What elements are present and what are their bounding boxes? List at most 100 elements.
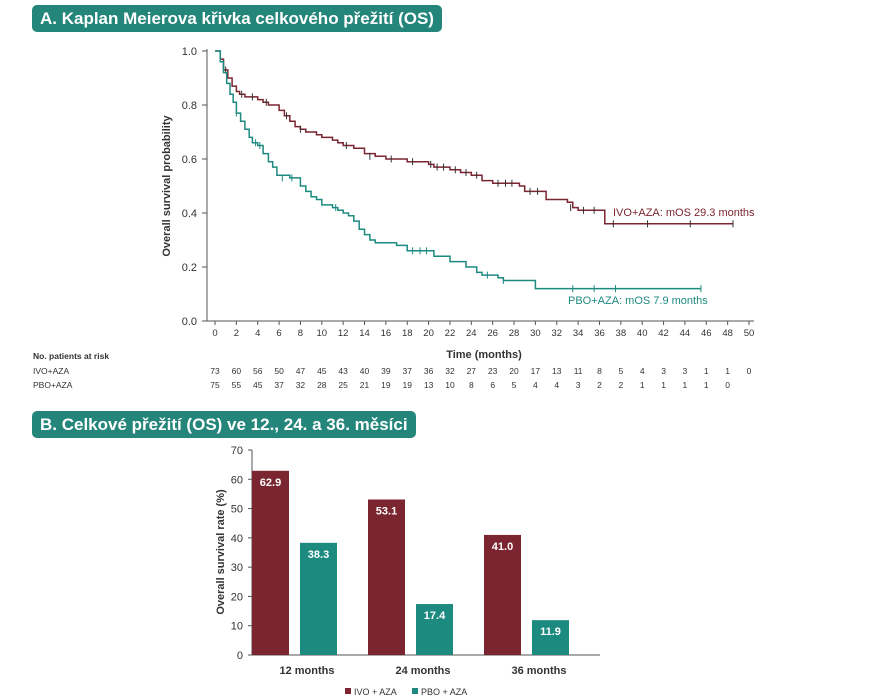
y-tick-label: 10 bbox=[231, 621, 243, 633]
panel-b-title: B. Celkové přežití (OS) ve 12., 24. a 36… bbox=[32, 411, 416, 438]
y-tick-label: 0 bbox=[237, 650, 243, 662]
x-tick-label: 40 bbox=[637, 328, 648, 339]
legend-label-pbo: PBO + AZA bbox=[421, 687, 467, 697]
pbo-bar bbox=[532, 620, 569, 655]
at-risk-count: 28 bbox=[317, 380, 327, 390]
y-tick-label: 0.0 bbox=[182, 316, 197, 328]
at-risk-row-label: PBO+AZA bbox=[33, 380, 73, 390]
at-risk-count: 8 bbox=[469, 380, 474, 390]
category-label: 24 months bbox=[395, 665, 450, 677]
at-risk-count: 2 bbox=[597, 380, 602, 390]
at-risk-count: 1 bbox=[640, 380, 645, 390]
x-tick-label: 26 bbox=[487, 328, 498, 339]
at-risk-count: 23 bbox=[488, 366, 498, 376]
x-tick-label: 22 bbox=[445, 328, 456, 339]
at-risk-count: 45 bbox=[317, 366, 327, 376]
x-tick-label: 4 bbox=[255, 328, 260, 339]
at-risk-count: 1 bbox=[661, 380, 666, 390]
y-tick-label: 60 bbox=[231, 474, 243, 486]
at-risk-count: 17 bbox=[531, 366, 541, 376]
at-risk-count: 0 bbox=[725, 380, 730, 390]
x-tick-label: 50 bbox=[744, 328, 755, 339]
y-axis-label: Overall survival probability bbox=[161, 115, 173, 257]
pbo-bar bbox=[300, 542, 337, 655]
at-risk-count: 37 bbox=[403, 366, 413, 376]
x-tick-label: 10 bbox=[317, 328, 328, 339]
at-risk-count: 4 bbox=[533, 380, 538, 390]
at-risk-count: 36 bbox=[424, 366, 434, 376]
at-risk-count: 6 bbox=[490, 380, 495, 390]
panel-a-title: A. Kaplan Meierova křivka celkového přež… bbox=[32, 5, 442, 32]
ivo-bar bbox=[252, 470, 289, 655]
at-risk-count: 47 bbox=[296, 366, 306, 376]
at-risk-count: 1 bbox=[683, 380, 688, 390]
at-risk-count: 3 bbox=[683, 366, 688, 376]
at-risk-count: 19 bbox=[403, 380, 413, 390]
at-risk-count: 11 bbox=[574, 366, 583, 376]
x-tick-label: 32 bbox=[551, 328, 562, 339]
at-risk-count: 60 bbox=[232, 366, 242, 376]
at-risk-count: 1 bbox=[704, 380, 709, 390]
at-risk-count: 13 bbox=[552, 366, 562, 376]
legend-label-ivo: IVO + AZA bbox=[354, 687, 397, 697]
x-tick-label: 38 bbox=[616, 328, 627, 339]
at-risk-count: 32 bbox=[445, 366, 455, 376]
at-risk-count: 19 bbox=[381, 380, 391, 390]
x-tick-label: 18 bbox=[402, 328, 413, 339]
at-risk-count: 75 bbox=[210, 380, 220, 390]
x-axis-label: Time (months) bbox=[446, 349, 522, 361]
y-tick-label: 0.2 bbox=[182, 262, 197, 274]
x-tick-label: 6 bbox=[276, 328, 281, 339]
ivo-survival-curve bbox=[215, 50, 733, 225]
ivo-bar-value-label: 62.9 bbox=[260, 477, 281, 489]
at-risk-row-label: IVO+AZA bbox=[33, 366, 69, 376]
at-risk-count: 1 bbox=[704, 366, 709, 376]
at-risk-count: 13 bbox=[424, 380, 434, 390]
y-tick-label: 30 bbox=[231, 562, 243, 574]
at-risk-count: 3 bbox=[661, 366, 666, 376]
at-risk-count: 10 bbox=[445, 380, 455, 390]
ivo-curve-label: IVO+AZA: mOS 29.3 months bbox=[613, 207, 755, 219]
category-label: 12 months bbox=[279, 665, 334, 677]
at-risk-count: 32 bbox=[296, 380, 306, 390]
at-risk-count: 73 bbox=[210, 366, 220, 376]
legend-swatch-pbo bbox=[412, 688, 418, 694]
at-risk-count: 2 bbox=[618, 380, 623, 390]
at-risk-count: 0 bbox=[747, 366, 752, 376]
ivo-bar-value-label: 41.0 bbox=[492, 541, 513, 553]
x-tick-label: 42 bbox=[658, 328, 669, 339]
x-tick-label: 24 bbox=[466, 328, 477, 339]
at-risk-count: 37 bbox=[274, 380, 284, 390]
x-tick-label: 46 bbox=[701, 328, 712, 339]
at-risk-title: No. patients at risk bbox=[33, 351, 109, 361]
x-tick-label: 48 bbox=[722, 328, 733, 339]
at-risk-count: 4 bbox=[554, 380, 559, 390]
at-risk-count: 5 bbox=[618, 366, 623, 376]
x-tick-label: 16 bbox=[381, 328, 392, 339]
at-risk-count: 40 bbox=[360, 366, 370, 376]
y-tick-label: 70 bbox=[231, 445, 243, 457]
y-tick-label: 0.4 bbox=[182, 208, 197, 220]
x-tick-label: 0 bbox=[212, 328, 217, 339]
at-risk-count: 56 bbox=[253, 366, 263, 376]
x-tick-label: 12 bbox=[338, 328, 349, 339]
x-tick-label: 28 bbox=[509, 328, 520, 339]
at-risk-count: 43 bbox=[338, 366, 348, 376]
pbo-bar-value-label: 11.9 bbox=[540, 626, 561, 638]
kaplan-meier-chart: 0.00.20.40.60.81.00 2 4 6 8 10 12 14 16 18 20 22 24 2… bbox=[33, 46, 755, 390]
y-tick-label: 1.0 bbox=[182, 46, 197, 58]
x-tick-label: 34 bbox=[573, 328, 584, 339]
at-risk-count: 39 bbox=[381, 366, 391, 376]
pbo-bar bbox=[416, 604, 453, 655]
pbo-bar-value-label: 17.4 bbox=[424, 610, 446, 622]
at-risk-count: 55 bbox=[232, 380, 242, 390]
x-tick-label: 20 bbox=[423, 328, 434, 339]
pbo-survival-curve bbox=[215, 50, 701, 290]
ivo-bar bbox=[484, 534, 521, 655]
at-risk-count: 20 bbox=[509, 366, 519, 376]
x-tick-label: 2 bbox=[234, 328, 239, 339]
pbo-bar-value-label: 38.3 bbox=[308, 549, 329, 561]
y-axis-label: Overall survival rate (%) bbox=[215, 489, 227, 615]
at-risk-count: 4 bbox=[640, 366, 645, 376]
